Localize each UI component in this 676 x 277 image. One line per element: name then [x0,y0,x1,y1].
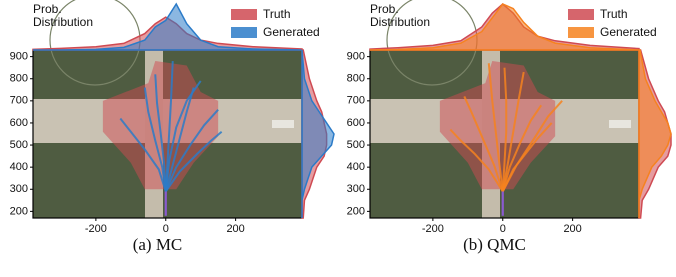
generated-trajectory [164,80,202,192]
legend-swatch [231,9,257,20]
plot-area [102,61,223,216]
y-tick-label: 200 [10,205,28,217]
y-tick-label: 600 [10,117,28,129]
generated-trajectory [501,104,543,192]
x-tick-label: 200 [226,223,244,235]
x-tick-label: 200 [563,223,581,235]
generated-trajectory [501,71,525,192]
y-tick-label: 400 [10,161,28,173]
plot-area [439,61,563,216]
caption: (b) QMC [463,235,526,254]
legend-label: Truth [263,7,291,21]
generated-trajectory [119,117,167,192]
x-tick-label: -200 [422,223,444,235]
generated-trajectory [501,67,508,192]
legend-swatch [568,9,594,20]
y-tick-label: 600 [347,117,365,129]
y-tick-label: 800 [10,73,28,85]
y-tick-label: 400 [347,161,365,173]
generated-trajectory [154,74,167,192]
x-tick-label: 0 [500,223,506,235]
truth-region [439,61,556,190]
density-label: Distribution [33,15,93,29]
y-tick-label: 900 [10,51,28,63]
generated-trajectory [164,87,195,192]
x-density-generated [369,3,640,51]
density-label: Distribution [370,15,430,29]
caption: (a) MC [133,235,183,254]
density-label: Prob. [370,2,399,16]
legend-label: Generated [263,25,320,39]
generated-trajectory [164,109,219,192]
generated-trajectory [501,122,553,192]
y-tick-label: 700 [10,95,28,107]
y-tick-label: 500 [347,139,365,151]
generated-trajectory [487,63,504,192]
generated-trajectory [463,96,504,192]
x-density-generated [33,2,303,51]
y-tick-label: 300 [10,183,28,195]
y-tick-label: 700 [347,95,365,107]
generated-trajectory [164,131,223,193]
x-tick-label: -200 [85,223,107,235]
y-tick-label: 800 [347,73,365,85]
legend-label: Truth [600,7,628,21]
x-tick-label: 0 [163,223,169,235]
legend-label: Generated [600,25,657,39]
legend-swatch [568,27,594,38]
y-tick-label: 500 [10,139,28,151]
y-tick-label: 900 [347,51,365,63]
y-density-generated [301,49,335,218]
y-density-generated [638,49,672,218]
y-tick-label: 200 [347,205,365,217]
generated-trajectory [143,87,167,192]
generated-trajectory [449,128,504,193]
density-label: Prob. [33,2,62,16]
y-tick-label: 300 [347,183,365,195]
legend-swatch [231,27,257,38]
